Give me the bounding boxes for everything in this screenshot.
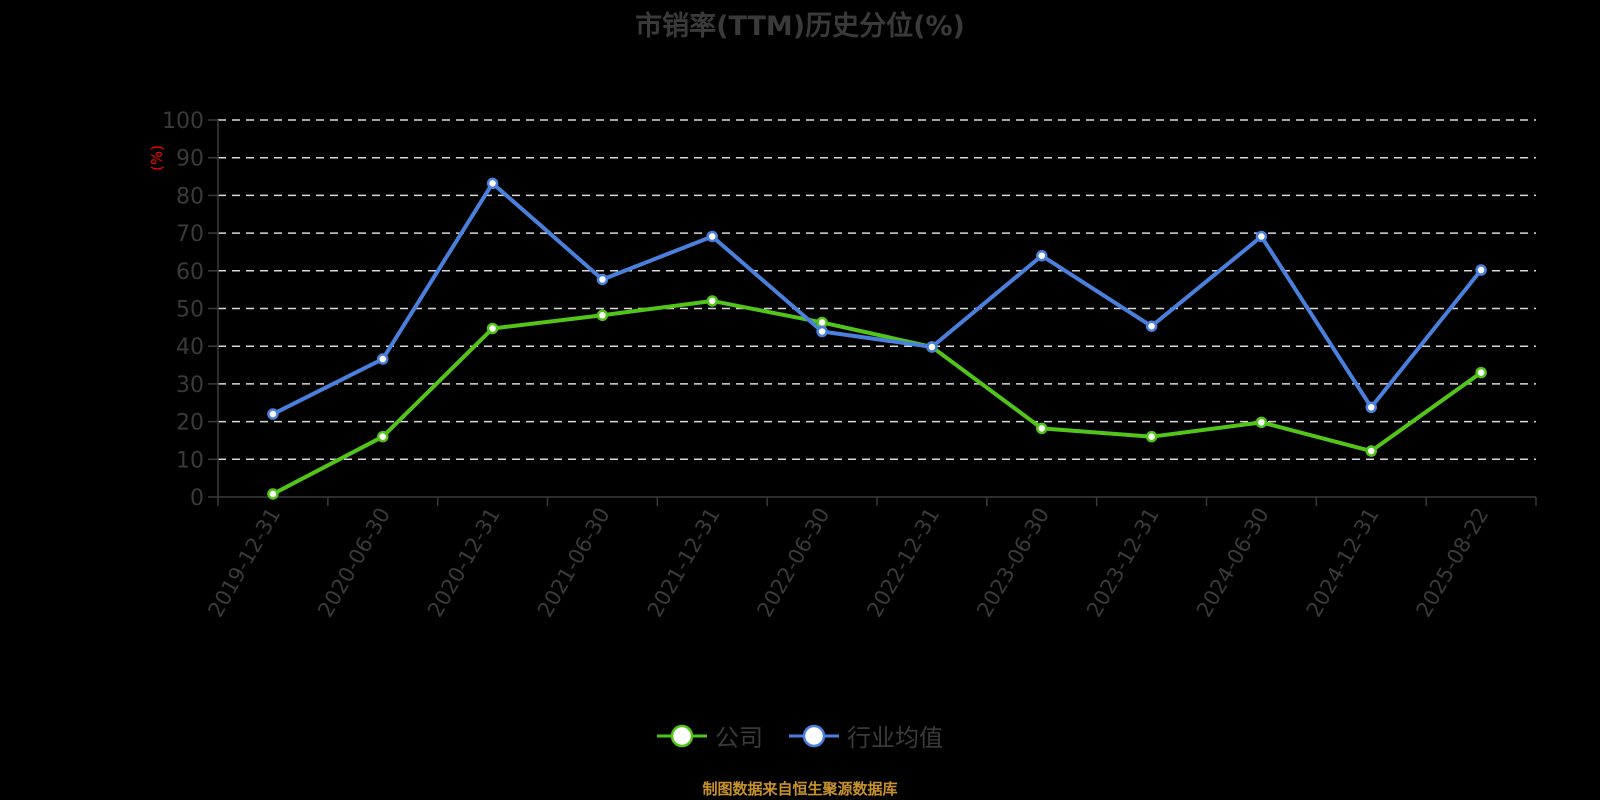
industry-series-line bbox=[272, 181, 1483, 416]
legend: 公司 行业均值 bbox=[0, 718, 1600, 753]
y-tick-label: 50 bbox=[176, 298, 204, 323]
data-point[interactable] bbox=[816, 316, 828, 329]
data-point[interactable] bbox=[1365, 401, 1377, 414]
x-tick-label: 2021-12-31 bbox=[643, 504, 725, 622]
x-tick-label: 2022-06-30 bbox=[753, 504, 835, 622]
x-axis: 2019-12-31 2020-06-30 2020-12-31 2021-06-30… bbox=[203, 496, 1537, 622]
x-tick-label: 2024-06-30 bbox=[1192, 504, 1274, 622]
data-source-note: 制图数据来自恒生聚源数据库 bbox=[702, 780, 898, 798]
y-axis: 0 10 20 30 40 50 60 70 80 90 100 bbox=[162, 109, 219, 511]
y-tick-label: 90 bbox=[176, 147, 204, 172]
data-point[interactable] bbox=[1255, 416, 1268, 429]
gridlines bbox=[218, 119, 1536, 461]
data-point[interactable] bbox=[816, 325, 828, 338]
x-tick-label: 2023-06-30 bbox=[972, 504, 1054, 622]
data-point[interactable] bbox=[377, 353, 389, 365]
x-tick-label: 2024-12-31 bbox=[1302, 504, 1384, 622]
series-lines bbox=[267, 177, 1487, 500]
data-point[interactable] bbox=[596, 309, 609, 322]
company-series-line bbox=[271, 298, 1483, 496]
company-line-marker-icon bbox=[657, 724, 707, 747]
data-point[interactable] bbox=[1255, 230, 1268, 243]
data-point[interactable] bbox=[486, 177, 499, 190]
x-tick-label: 2021-06-30 bbox=[533, 504, 615, 622]
data-point[interactable] bbox=[377, 430, 389, 443]
data-point[interactable] bbox=[1475, 264, 1487, 276]
data-point[interactable] bbox=[1365, 445, 1377, 457]
x-tick-label: 2020-12-31 bbox=[423, 504, 505, 622]
legend-item-company[interactable]: 公司 bbox=[657, 718, 763, 753]
y-tick-label: 70 bbox=[176, 222, 204, 247]
line-chart: 0 10 20 30 40 50 60 70 80 90 100 2019-12-31 2020-06… bbox=[148, 109, 1537, 622]
data-point[interactable] bbox=[1036, 422, 1048, 435]
y-tick-label: 100 bbox=[162, 109, 204, 134]
x-tick-label: 2023-12-31 bbox=[1082, 504, 1164, 622]
industry-line-marker-icon bbox=[789, 724, 839, 747]
x-tick-label: 2020-06-30 bbox=[313, 504, 395, 622]
legend-label-industry: 行业均值 bbox=[847, 724, 943, 752]
data-point[interactable] bbox=[706, 295, 718, 307]
y-tick-label: 40 bbox=[176, 335, 204, 360]
data-point[interactable] bbox=[1145, 430, 1158, 443]
data-point[interactable] bbox=[486, 322, 499, 335]
data-point[interactable] bbox=[267, 408, 279, 420]
data-point[interactable] bbox=[1475, 366, 1487, 379]
chart-title: 市销率(TTM)历史分位(%) bbox=[635, 11, 965, 42]
y-tick-label: 20 bbox=[176, 411, 204, 436]
data-point[interactable] bbox=[706, 230, 718, 243]
y-tick-label: 60 bbox=[176, 260, 204, 285]
data-point[interactable] bbox=[926, 341, 938, 353]
legend-item-industry[interactable]: 行业均值 bbox=[789, 718, 943, 753]
y-tick-label: 80 bbox=[176, 184, 204, 209]
data-point[interactable] bbox=[596, 273, 609, 286]
y-tick-label: 10 bbox=[176, 448, 204, 473]
legend-label-company: 公司 bbox=[715, 724, 763, 752]
data-point[interactable] bbox=[1036, 249, 1048, 262]
y-tick-label: 0 bbox=[190, 486, 204, 511]
y-tick-label: 30 bbox=[176, 373, 204, 398]
x-tick-label: 2025-08-22 bbox=[1412, 504, 1494, 622]
x-tick-label: 2022-12-31 bbox=[862, 504, 944, 622]
y-axis-unit-label: (%) bbox=[148, 145, 166, 171]
x-tick-label: 2019-12-31 bbox=[203, 504, 285, 622]
data-point[interactable] bbox=[267, 488, 279, 500]
data-point[interactable] bbox=[1145, 320, 1158, 332]
